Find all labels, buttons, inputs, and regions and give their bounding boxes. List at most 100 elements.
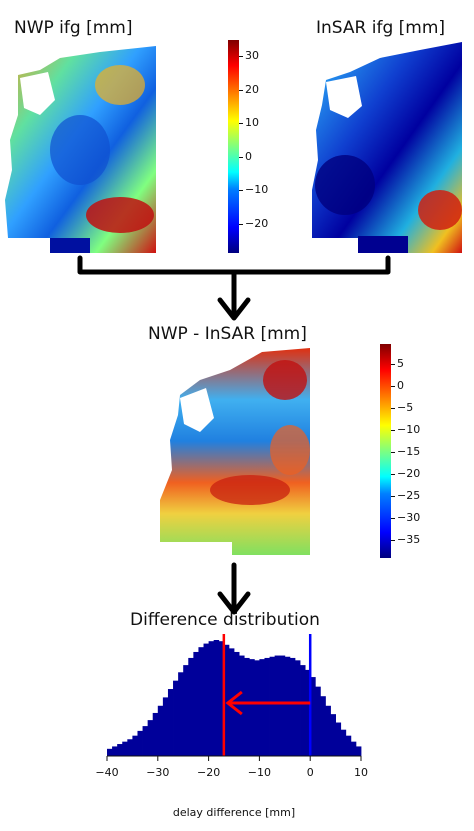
- histogram-bar: [142, 726, 149, 756]
- histogram-bar: [157, 705, 164, 756]
- nwp-ifg-title: NWP ifg [mm]: [14, 18, 133, 38]
- histogram-bar: [122, 741, 128, 756]
- histogram-bar: [112, 746, 118, 756]
- histogram-bar: [117, 744, 123, 756]
- histogram-bar: [325, 705, 331, 756]
- x-tick-label: −10: [247, 766, 271, 779]
- shift-arrow-head: [225, 690, 243, 716]
- colorbar-diff-tick-label: −25: [397, 489, 421, 502]
- colorbar-top-tick-mark: [239, 156, 243, 158]
- histogram-bar: [183, 665, 189, 756]
- histogram-bar: [193, 651, 199, 756]
- histogram-bar: [355, 746, 362, 756]
- colorbar-diff-tick-label: −15: [397, 445, 421, 458]
- histogram-bar: [178, 672, 184, 756]
- colorbar-diff-tick-mark: [391, 518, 395, 519]
- histogram-bar: [239, 655, 245, 756]
- colorbar-top-tick-label: 0: [245, 149, 252, 163]
- histogram-bar: [127, 739, 133, 756]
- histogram-bar: [254, 660, 260, 756]
- colorbar-diff-tick-label: −30: [397, 511, 421, 524]
- histogram-bar: [350, 741, 357, 756]
- histogram-bar: [162, 697, 169, 756]
- combine-connector: [77, 255, 391, 321]
- x-tick-label: −40: [95, 766, 119, 779]
- colorbar-diff-tick-mark: [391, 452, 395, 453]
- histogram-bar: [269, 656, 276, 756]
- colorbar-top-tick-mark: [239, 190, 243, 191]
- x-tick-label: 10: [354, 766, 368, 779]
- colorbar-top: [228, 40, 239, 253]
- histogram-bar: [264, 657, 270, 756]
- diff-map-title: NWP - InSAR [mm]: [148, 324, 307, 344]
- colorbar-top-tick-label: 30: [245, 49, 259, 62]
- histogram-xlabel: delay difference [mm]: [172, 806, 296, 819]
- histogram-bar: [305, 669, 311, 756]
- histogram-bar: [137, 730, 143, 756]
- histogram-bar: [147, 720, 154, 756]
- histogram-bar: [173, 680, 179, 756]
- histogram-bar: [330, 714, 336, 756]
- colorbar-top-tick-mark: [239, 223, 243, 225]
- colorbar-diff-tick-mark: [391, 364, 395, 365]
- histogram-bar: [167, 689, 174, 756]
- histogram-bar: [203, 643, 209, 756]
- colorbar-diff-tick-label: −20: [397, 467, 421, 480]
- colorbar-diff-tick-mark: [391, 430, 395, 431]
- histogram-bar: [300, 665, 306, 756]
- histogram-bar: [320, 696, 326, 756]
- colorbar-diff: [380, 344, 391, 558]
- colorbar-top-tick-mark: [239, 89, 243, 91]
- colorbar-diff-tick-label: −5: [397, 401, 414, 414]
- colorbar-diff-tick-mark: [391, 540, 395, 541]
- histogram-bar: [213, 640, 220, 756]
- colorbar-diff-tick-label: 0: [397, 379, 404, 392]
- histogram-bar: [315, 686, 321, 756]
- histogram-bar: [218, 641, 225, 756]
- histogram-bar: [284, 656, 291, 756]
- histogram-bar: [244, 657, 250, 756]
- histogram-bar: [132, 735, 138, 756]
- x-tick-label: 0: [306, 766, 314, 779]
- colorbar-top-tick-mark: [239, 123, 243, 124]
- histogram-bar: [340, 729, 347, 756]
- histogram: [107, 634, 362, 756]
- histogram-bar: [279, 655, 286, 756]
- diff-map: [160, 348, 310, 555]
- x-tick-label: −30: [146, 766, 170, 779]
- histogram-bar: [335, 722, 342, 756]
- histogram-bar: [208, 641, 215, 756]
- x-tick-label: −20: [196, 766, 221, 779]
- down-arrow: [217, 562, 251, 615]
- histogram-bar: [152, 712, 159, 756]
- nwp-ifg-map: [5, 46, 156, 253]
- insar-ifg-title: InSAR ifg [mm]: [316, 18, 446, 38]
- colorbar-diff-tick-label: −35: [397, 533, 421, 546]
- colorbar-top-tick-label: 20: [245, 82, 259, 96]
- distribution-title: Difference distribution: [130, 610, 320, 630]
- colorbar-diff-tick-mark: [391, 496, 395, 497]
- colorbar-diff-tick-mark: [391, 408, 395, 409]
- histogram-bar: [289, 657, 296, 756]
- histogram-bar: [310, 677, 316, 756]
- histogram-bar: [107, 748, 113, 756]
- colorbar-diff-tick-label: 5: [397, 357, 404, 370]
- histogram-bar: [274, 655, 281, 756]
- histogram-bar: [223, 644, 230, 756]
- colorbar-top-tick-mark: [239, 56, 243, 57]
- insar-ifg-map: [312, 42, 462, 253]
- histogram-bar: [198, 647, 204, 756]
- colorbar-diff-tick-mark: [391, 474, 395, 475]
- colorbar-diff-tick-mark: [391, 386, 395, 387]
- histogram-bar: [345, 735, 352, 756]
- colorbar-top-tick-label: −10: [245, 183, 269, 196]
- histogram-bar: [259, 659, 265, 756]
- histogram-bar: [294, 660, 301, 756]
- histogram-bar: [188, 657, 194, 756]
- histogram-x-axis: [106, 755, 362, 761]
- colorbar-top-tick-label: 10: [245, 116, 259, 129]
- colorbar-top-tick-label: −20: [245, 216, 269, 230]
- colorbar-diff-tick-label: −10: [397, 423, 421, 436]
- histogram-bar: [249, 659, 255, 756]
